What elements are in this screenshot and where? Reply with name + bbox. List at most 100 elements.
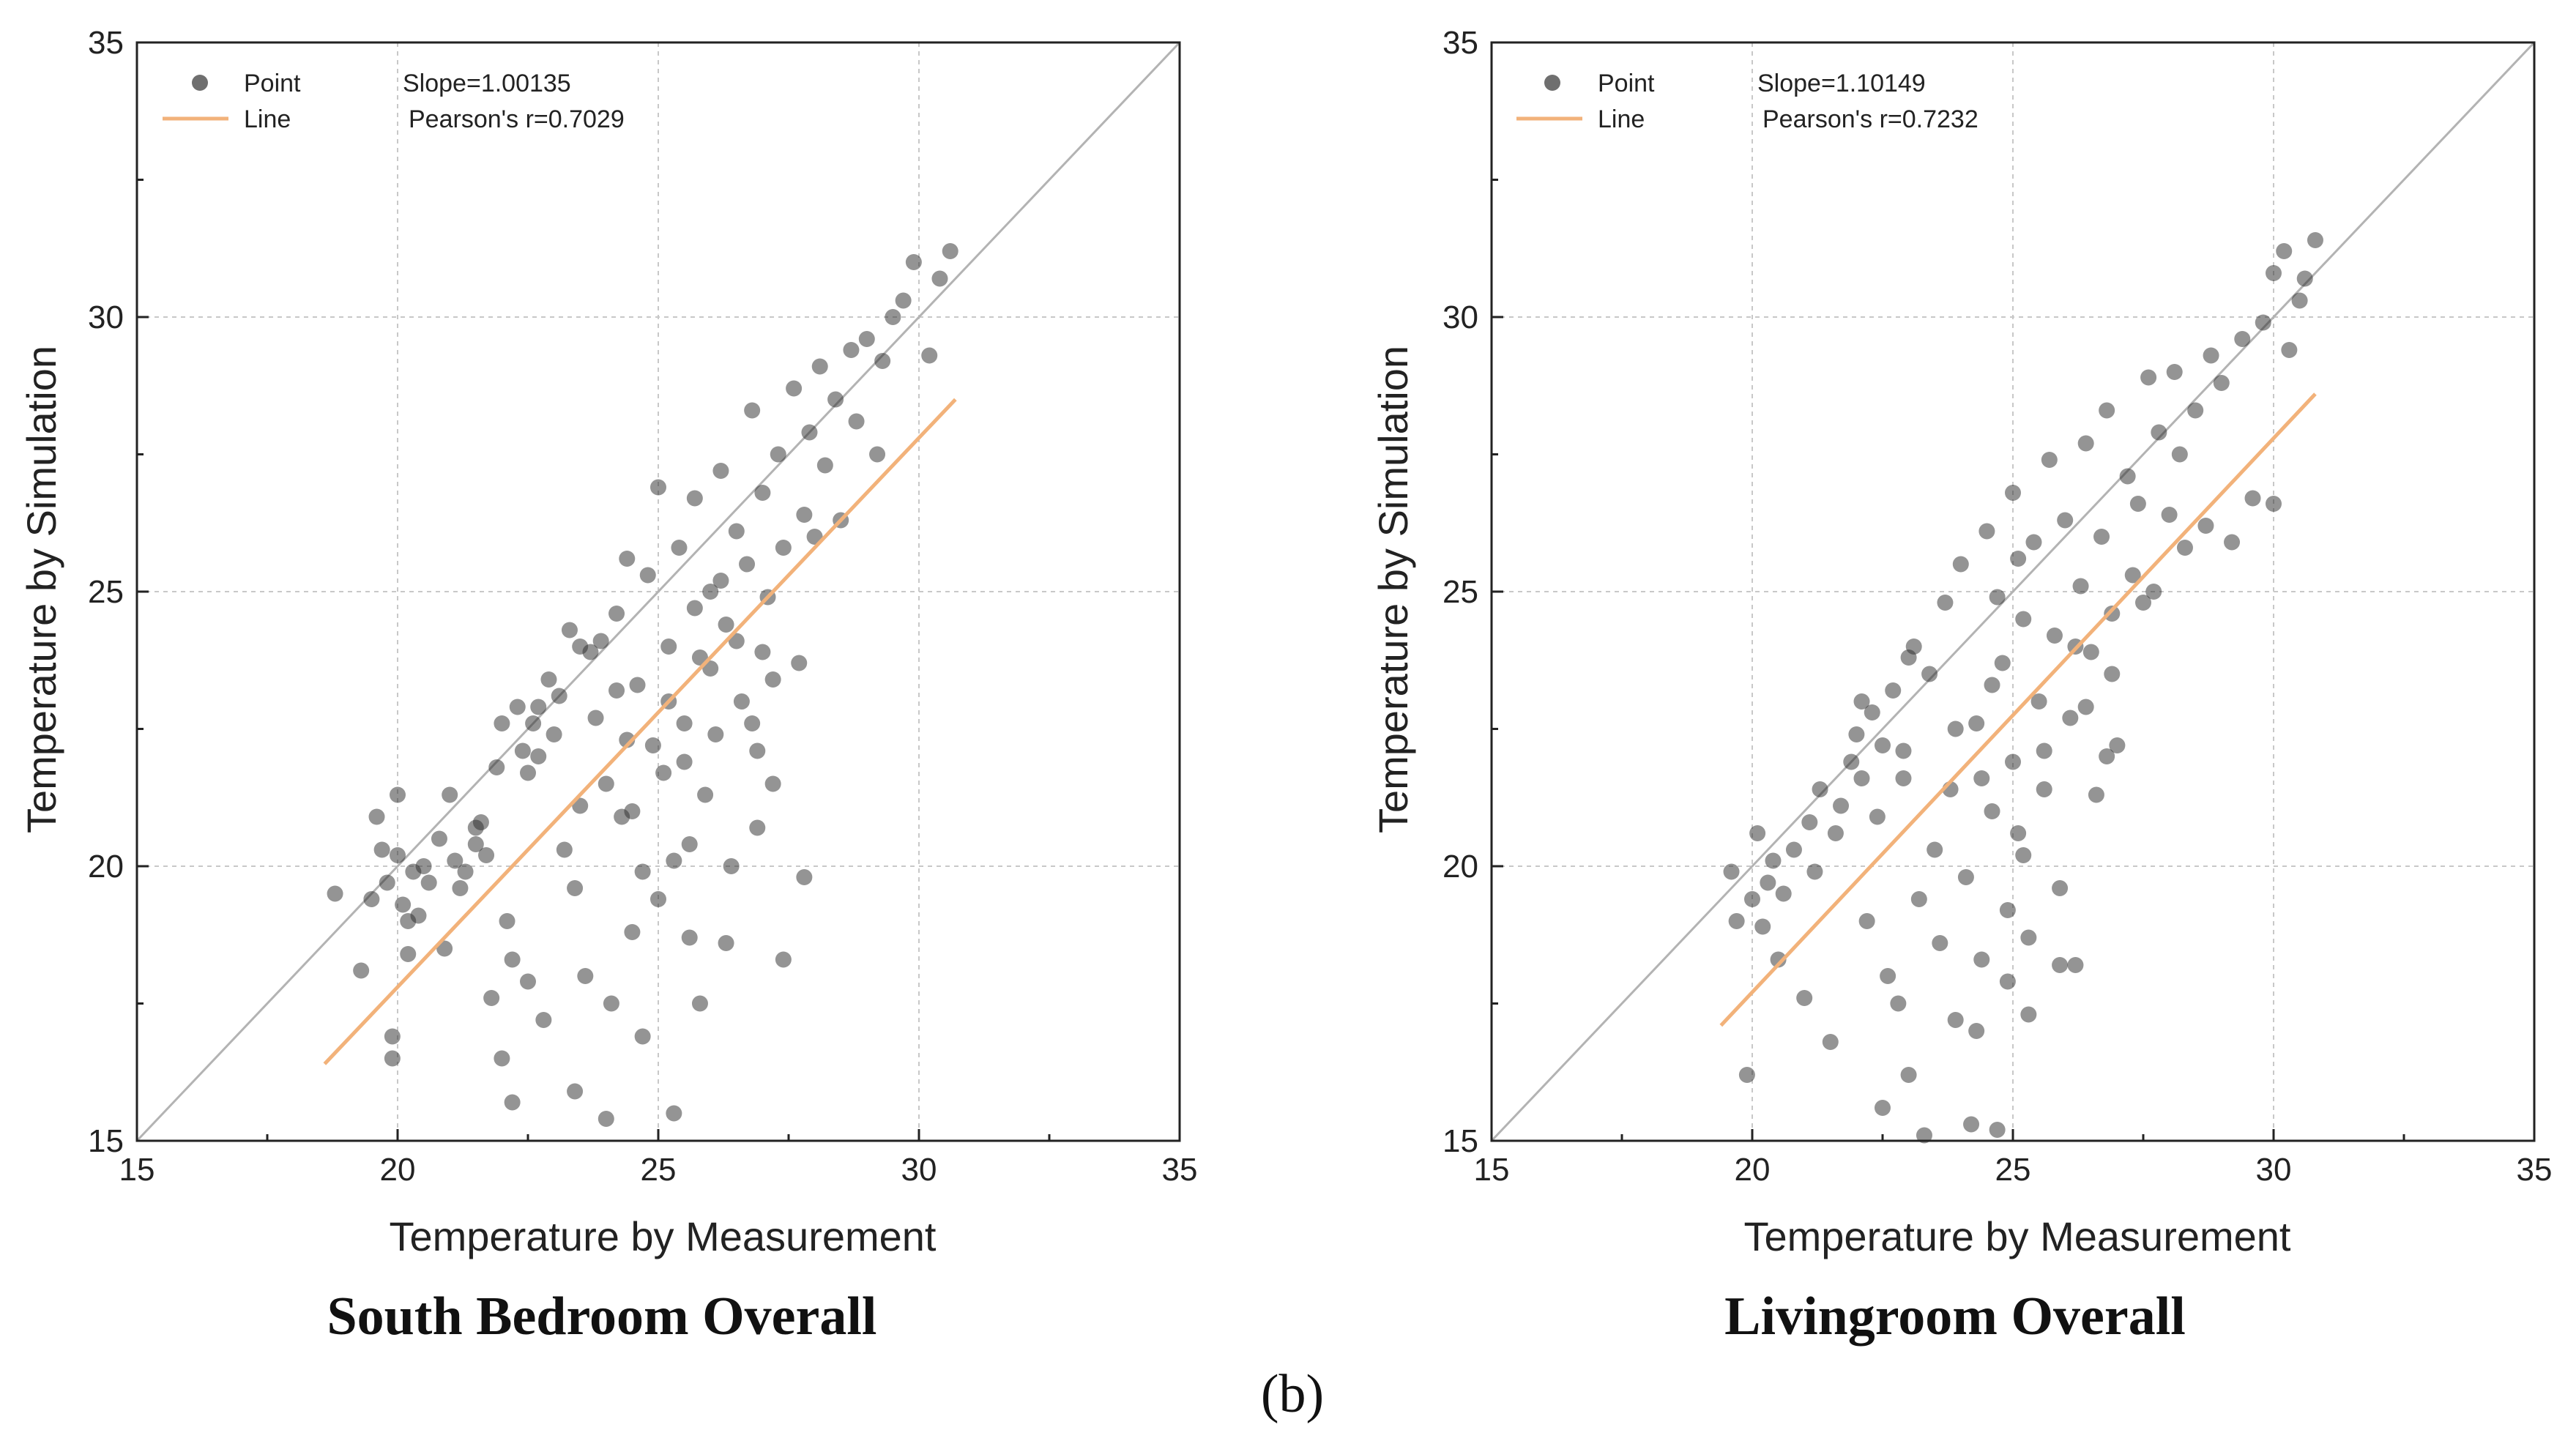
data-point (494, 1050, 510, 1067)
data-point (869, 446, 886, 463)
legend-point-marker (192, 75, 208, 91)
data-point (1864, 704, 1880, 720)
data-point (931, 270, 948, 287)
data-point (639, 567, 656, 584)
data-point (1895, 770, 1912, 786)
data-point (2129, 496, 2146, 512)
data-point (905, 254, 922, 270)
fit-line-stroke (323, 398, 957, 1065)
y-tick-label: 30 (88, 299, 124, 335)
identity-line (135, 41, 1181, 1142)
data-point (816, 457, 833, 474)
data-point (530, 748, 547, 764)
data-point (796, 869, 813, 885)
identity-line-stroke (1490, 41, 2536, 1142)
data-point (1885, 682, 1902, 699)
data-point (666, 852, 682, 869)
caption-south-bedroom: South Bedroom Overall (327, 1287, 877, 1347)
x-tick-label: 15 (1474, 1152, 1510, 1188)
data-point (1880, 968, 1896, 984)
data-point (1822, 1034, 1839, 1050)
pearson-annotation: Pearson's r=0.7232 (1762, 105, 1978, 133)
data-point (1723, 863, 1740, 880)
x-tick-label: 35 (1162, 1152, 1198, 1188)
data-point (1754, 918, 1771, 935)
identity-line (1490, 41, 2536, 1142)
data-point (457, 863, 474, 880)
tick-labels: 15 20 25 30 35 15 20 25 30 35 (1443, 25, 2552, 1188)
x-tick-label: 35 (2517, 1152, 2553, 1188)
data-point (619, 551, 636, 567)
data-point (2281, 342, 2298, 358)
data-point (2255, 314, 2271, 331)
x-tick-label: 20 (380, 1152, 416, 1188)
data-point (2140, 369, 2157, 386)
data-point (749, 742, 766, 759)
data-point (2041, 452, 2058, 468)
data-point (1937, 595, 1954, 611)
data-point (2020, 929, 2037, 946)
data-point (2036, 742, 2052, 759)
data-point (2234, 331, 2251, 347)
data-point (2266, 496, 2282, 512)
data-point (827, 391, 844, 408)
data-point (2046, 628, 2063, 644)
data-point (764, 775, 781, 792)
data-point (624, 803, 641, 819)
data-point (546, 726, 562, 742)
data-point (1760, 874, 1776, 891)
data-point (2104, 606, 2121, 622)
y-tick-label: 35 (88, 25, 124, 61)
slope-annotation: Slope=1.10149 (1757, 70, 1926, 97)
fit-line (323, 398, 957, 1065)
data-point (2161, 507, 2178, 523)
data-point (2224, 534, 2241, 551)
data-point (467, 819, 484, 836)
data-point (754, 485, 771, 501)
data-point (707, 726, 724, 742)
data-point (514, 742, 531, 759)
data-point (1900, 649, 1917, 666)
plot-frame (1490, 41, 2536, 1142)
data-point (770, 446, 786, 463)
data-point (509, 699, 526, 715)
legend: Point Line (163, 70, 301, 133)
fit-line (1719, 392, 2317, 1027)
data-point (525, 715, 542, 731)
data-point (2266, 265, 2282, 281)
y-tick-label: 25 (88, 574, 124, 610)
data-point (2099, 748, 2115, 764)
data-point (848, 413, 865, 430)
y-tick-label: 15 (88, 1123, 124, 1159)
data-point (686, 600, 703, 617)
data-point (2244, 490, 2261, 507)
data-point (608, 682, 625, 699)
data-point (1738, 1067, 1755, 1083)
data-point (567, 880, 584, 896)
data-point (1858, 913, 1875, 929)
data-point (1984, 677, 2000, 693)
data-point (1775, 885, 1792, 902)
data-point (561, 622, 578, 638)
data-point (2088, 786, 2104, 803)
data-point (2296, 270, 2313, 287)
data-point (634, 863, 651, 880)
data-point (384, 1050, 401, 1067)
data-point (764, 671, 781, 688)
data-point (447, 852, 464, 869)
data-point (373, 841, 390, 858)
data-point (874, 353, 891, 369)
legend-line-label: Line (244, 105, 291, 133)
data-point (400, 946, 417, 962)
data-point (858, 331, 875, 347)
data-point (1947, 1012, 1964, 1028)
plot-frame (135, 41, 1181, 1142)
y-axis-title: Temperature by Simulation (1370, 346, 1416, 833)
data-point (530, 699, 547, 715)
data-point (619, 731, 636, 748)
data-point (2015, 611, 2032, 628)
data-point (681, 836, 698, 852)
x-axis-title: Temperature by Measurement (1743, 1213, 2290, 1259)
x-tick-label: 15 (119, 1152, 155, 1188)
